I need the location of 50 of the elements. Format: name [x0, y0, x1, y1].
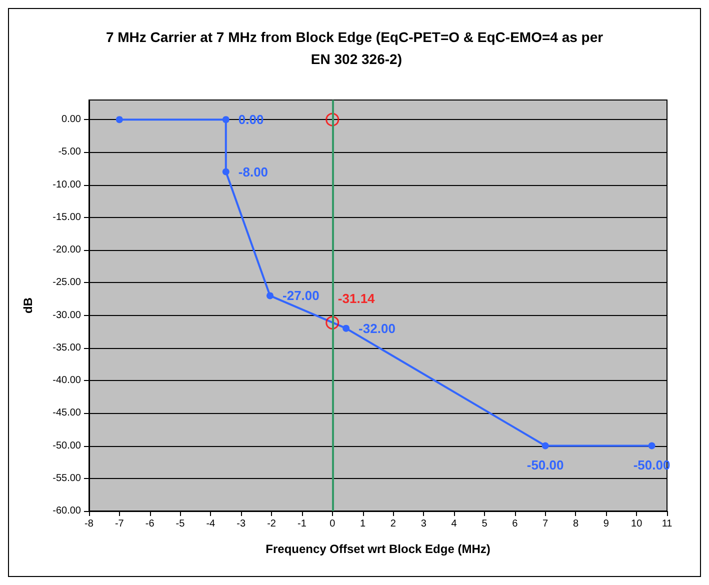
x-tick-label: 6 — [512, 518, 518, 530]
point — [326, 316, 340, 330]
y-tick-label: -30.00 — [52, 310, 82, 321]
x-tick-label: -4 — [206, 518, 216, 530]
y-tick-label: -60.00 — [52, 506, 82, 516]
data-label: -27.00 — [282, 288, 320, 304]
x-tick-label: 4 — [451, 518, 458, 530]
x-axis-title: Frequency Offset wrt Block Edge (MHz) — [266, 542, 490, 556]
point — [266, 292, 274, 300]
y-tick-label: -25.00 — [52, 277, 82, 288]
y-axis-title: dB — [21, 297, 35, 314]
x-tick-label: 7 — [542, 518, 549, 530]
x-tick-label: -5 — [176, 518, 186, 530]
x-tick-label: -6 — [145, 518, 155, 530]
x-tick-label: 5 — [482, 518, 488, 530]
y-tick-label: -50.00 — [52, 440, 82, 452]
y-tick-label: -35.00 — [52, 342, 82, 354]
x-tick-label: -2 — [267, 518, 276, 530]
x-tick-label: -3 — [236, 518, 246, 530]
x-tick-label: 9 — [603, 518, 610, 530]
x-tick-label: 3 — [420, 518, 427, 530]
x-tick-label: 8 — [572, 518, 579, 530]
data-label: -32.00 — [358, 320, 396, 336]
point — [222, 168, 230, 176]
point — [326, 112, 340, 126]
x-tick-label: 0 — [330, 518, 336, 530]
y-tick-label: -15.00 — [52, 212, 82, 223]
y-tick-label: -55.00 — [52, 472, 82, 484]
y-tick-label: -20.00 — [52, 244, 82, 256]
y-tick-label: 0.00 — [62, 114, 82, 126]
point — [648, 442, 656, 450]
x-tick-label: 1 — [360, 518, 366, 530]
x-tick-label: -1 — [297, 518, 307, 530]
point — [542, 442, 549, 450]
y-tick-label: -5.00 — [58, 146, 82, 158]
point — [116, 116, 123, 124]
y-tick-label: -10.00 — [52, 179, 82, 190]
point — [342, 324, 350, 332]
point — [222, 116, 230, 124]
x-tick-label: -7 — [114, 518, 124, 530]
data-label: -50.00 — [526, 457, 564, 472]
x-tick-label: 2 — [390, 518, 396, 530]
y-tick-label: -40.00 — [52, 375, 82, 386]
y-tick-label: -45.00 — [52, 408, 82, 419]
chart-title: 7 MHz Carrier at 7 MHz from Block Edge (EqC-PET=O & EqC-EMO=4 as per EN 302 326-2) — [106, 29, 604, 67]
data-label: -8.00 — [238, 164, 268, 180]
data-label: -31.14 — [338, 290, 376, 306]
x-tick-label: -8 — [84, 518, 94, 530]
x-tick-label: 10 — [631, 518, 643, 530]
x-tick-label: 11 — [662, 518, 673, 530]
